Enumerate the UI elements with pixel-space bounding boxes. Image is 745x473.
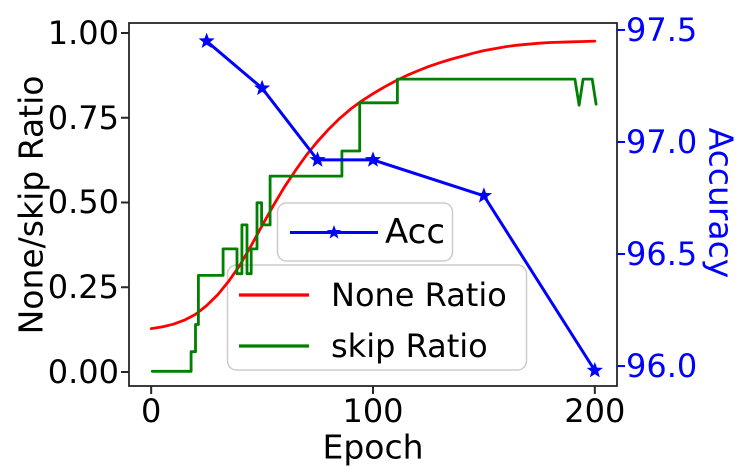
star-marker-icon [326, 225, 342, 239]
star-marker-icon [475, 187, 492, 203]
y-left-tick-label: 0.75 [47, 98, 119, 137]
legend-box-ratios [226, 264, 528, 371]
x-axis-label: Epoch [322, 427, 424, 467]
skip-ratio-line [150, 77, 598, 373]
star-marker-icon [198, 32, 215, 49]
x-tick-label: 200 [564, 392, 626, 430]
y-right-tick-label: 96.0 [626, 347, 698, 386]
legend-label-acc: Acc [385, 212, 446, 252]
y-left-tick-label: 0.00 [47, 352, 119, 391]
y-right-tick-label: 97.0 [626, 122, 698, 161]
star-marker-icon [309, 151, 326, 167]
right-y-axis-label: Accuracy [701, 127, 741, 279]
star-marker-icon [586, 362, 603, 378]
x-tick-label: 0 [140, 392, 162, 430]
y-left-tick-label: 1.00 [47, 14, 119, 52]
legend-label-none-ratio: None Ratio [331, 276, 507, 314]
legend-label-skip-ratio: skip Ratio [331, 327, 488, 365]
acc-line [205, 39, 597, 372]
y-left-tick-label: 0.25 [47, 268, 119, 307]
y-right-tick-label: 96.5 [626, 235, 698, 274]
left-y-axis-label: None/skip Ratio [11, 75, 51, 335]
y-left-tick-label: 0.50 [47, 183, 119, 222]
x-tick-label: 100 [342, 392, 404, 430]
y-right-tick-label: 97.5 [626, 10, 698, 49]
none-ratio-line [149, 39, 597, 330]
star-marker-icon [254, 79, 271, 96]
star-marker-icon [364, 151, 382, 167]
